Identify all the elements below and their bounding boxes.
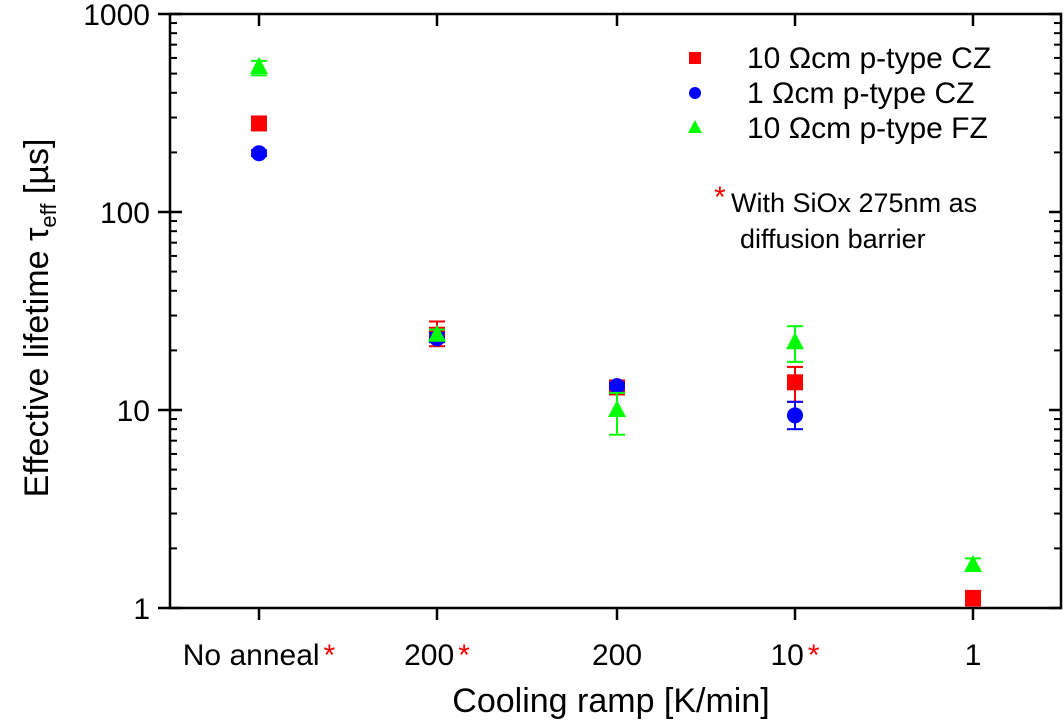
y-axis-title-symbol: τ [18,227,56,241]
legend-note-star: * [714,181,726,214]
series-circle [251,145,803,431]
plot-frame [168,12,1063,610]
data-point [250,56,268,74]
y-tick-label: 10 [117,395,150,428]
x-axis: No anneal * 200 * 200 10 * 1 [183,14,982,672]
legend-marker-square [689,52,701,64]
series-triangle [250,56,982,572]
legend-marker-circle [689,87,701,99]
x-tick-star: * [458,639,470,672]
y-tick-label: 1 [133,593,150,626]
data-point [786,332,804,350]
x-tick-label: No anneal * [183,639,336,672]
x-tick-label: 200 * [404,639,470,672]
x-tick-label-text: 200 [404,639,454,672]
x-tick-star: * [324,639,336,672]
legend-label: 10 Ωcm p-type CZ [747,42,991,75]
x-tick-label-text: 1 [965,639,982,672]
data-point [787,407,803,424]
x-tick-label-text: 10 [770,639,803,672]
data-series [250,56,982,607]
plot-border [168,12,1063,610]
x-tick-label: 10 * [770,639,819,672]
data-point [787,374,803,391]
x-tick-star: * [808,639,820,672]
x-tick-label: 1 [965,639,982,672]
y-axis-title-main: Effective lifetime [18,241,56,497]
x-tick-label: 200 [592,639,642,672]
data-point [251,145,267,162]
x-tick-label-text: No anneal [183,639,320,672]
y-tick-label: 1000 [83,0,150,32]
y-axis-title-subscript: eff [36,203,61,228]
legend-label: 10 Ωcm p-type FZ [747,112,988,145]
data-point [608,400,626,417]
data-point [965,590,981,607]
data-point [251,115,267,132]
data-point [609,378,625,395]
data-point [428,324,446,342]
x-axis-title: Cooling ramp [K/min] [452,682,769,720]
y-axis: 1 10 100 1000 [83,0,1061,626]
data-point [964,554,982,572]
legend-marker-triangle [688,120,702,133]
x-tick-label-text: 200 [592,639,642,672]
y-tick-label: 100 [100,197,150,230]
y-axis-title-unit: [µs] [18,139,56,204]
legend-label: 1 Ωcm p-type CZ [747,77,974,110]
legend-note-line: With SiOx 275nm as [731,188,977,218]
y-axis-title: Effective lifetime τeff [µs] [18,139,61,498]
legend-note-line: diffusion barrier [740,224,926,254]
